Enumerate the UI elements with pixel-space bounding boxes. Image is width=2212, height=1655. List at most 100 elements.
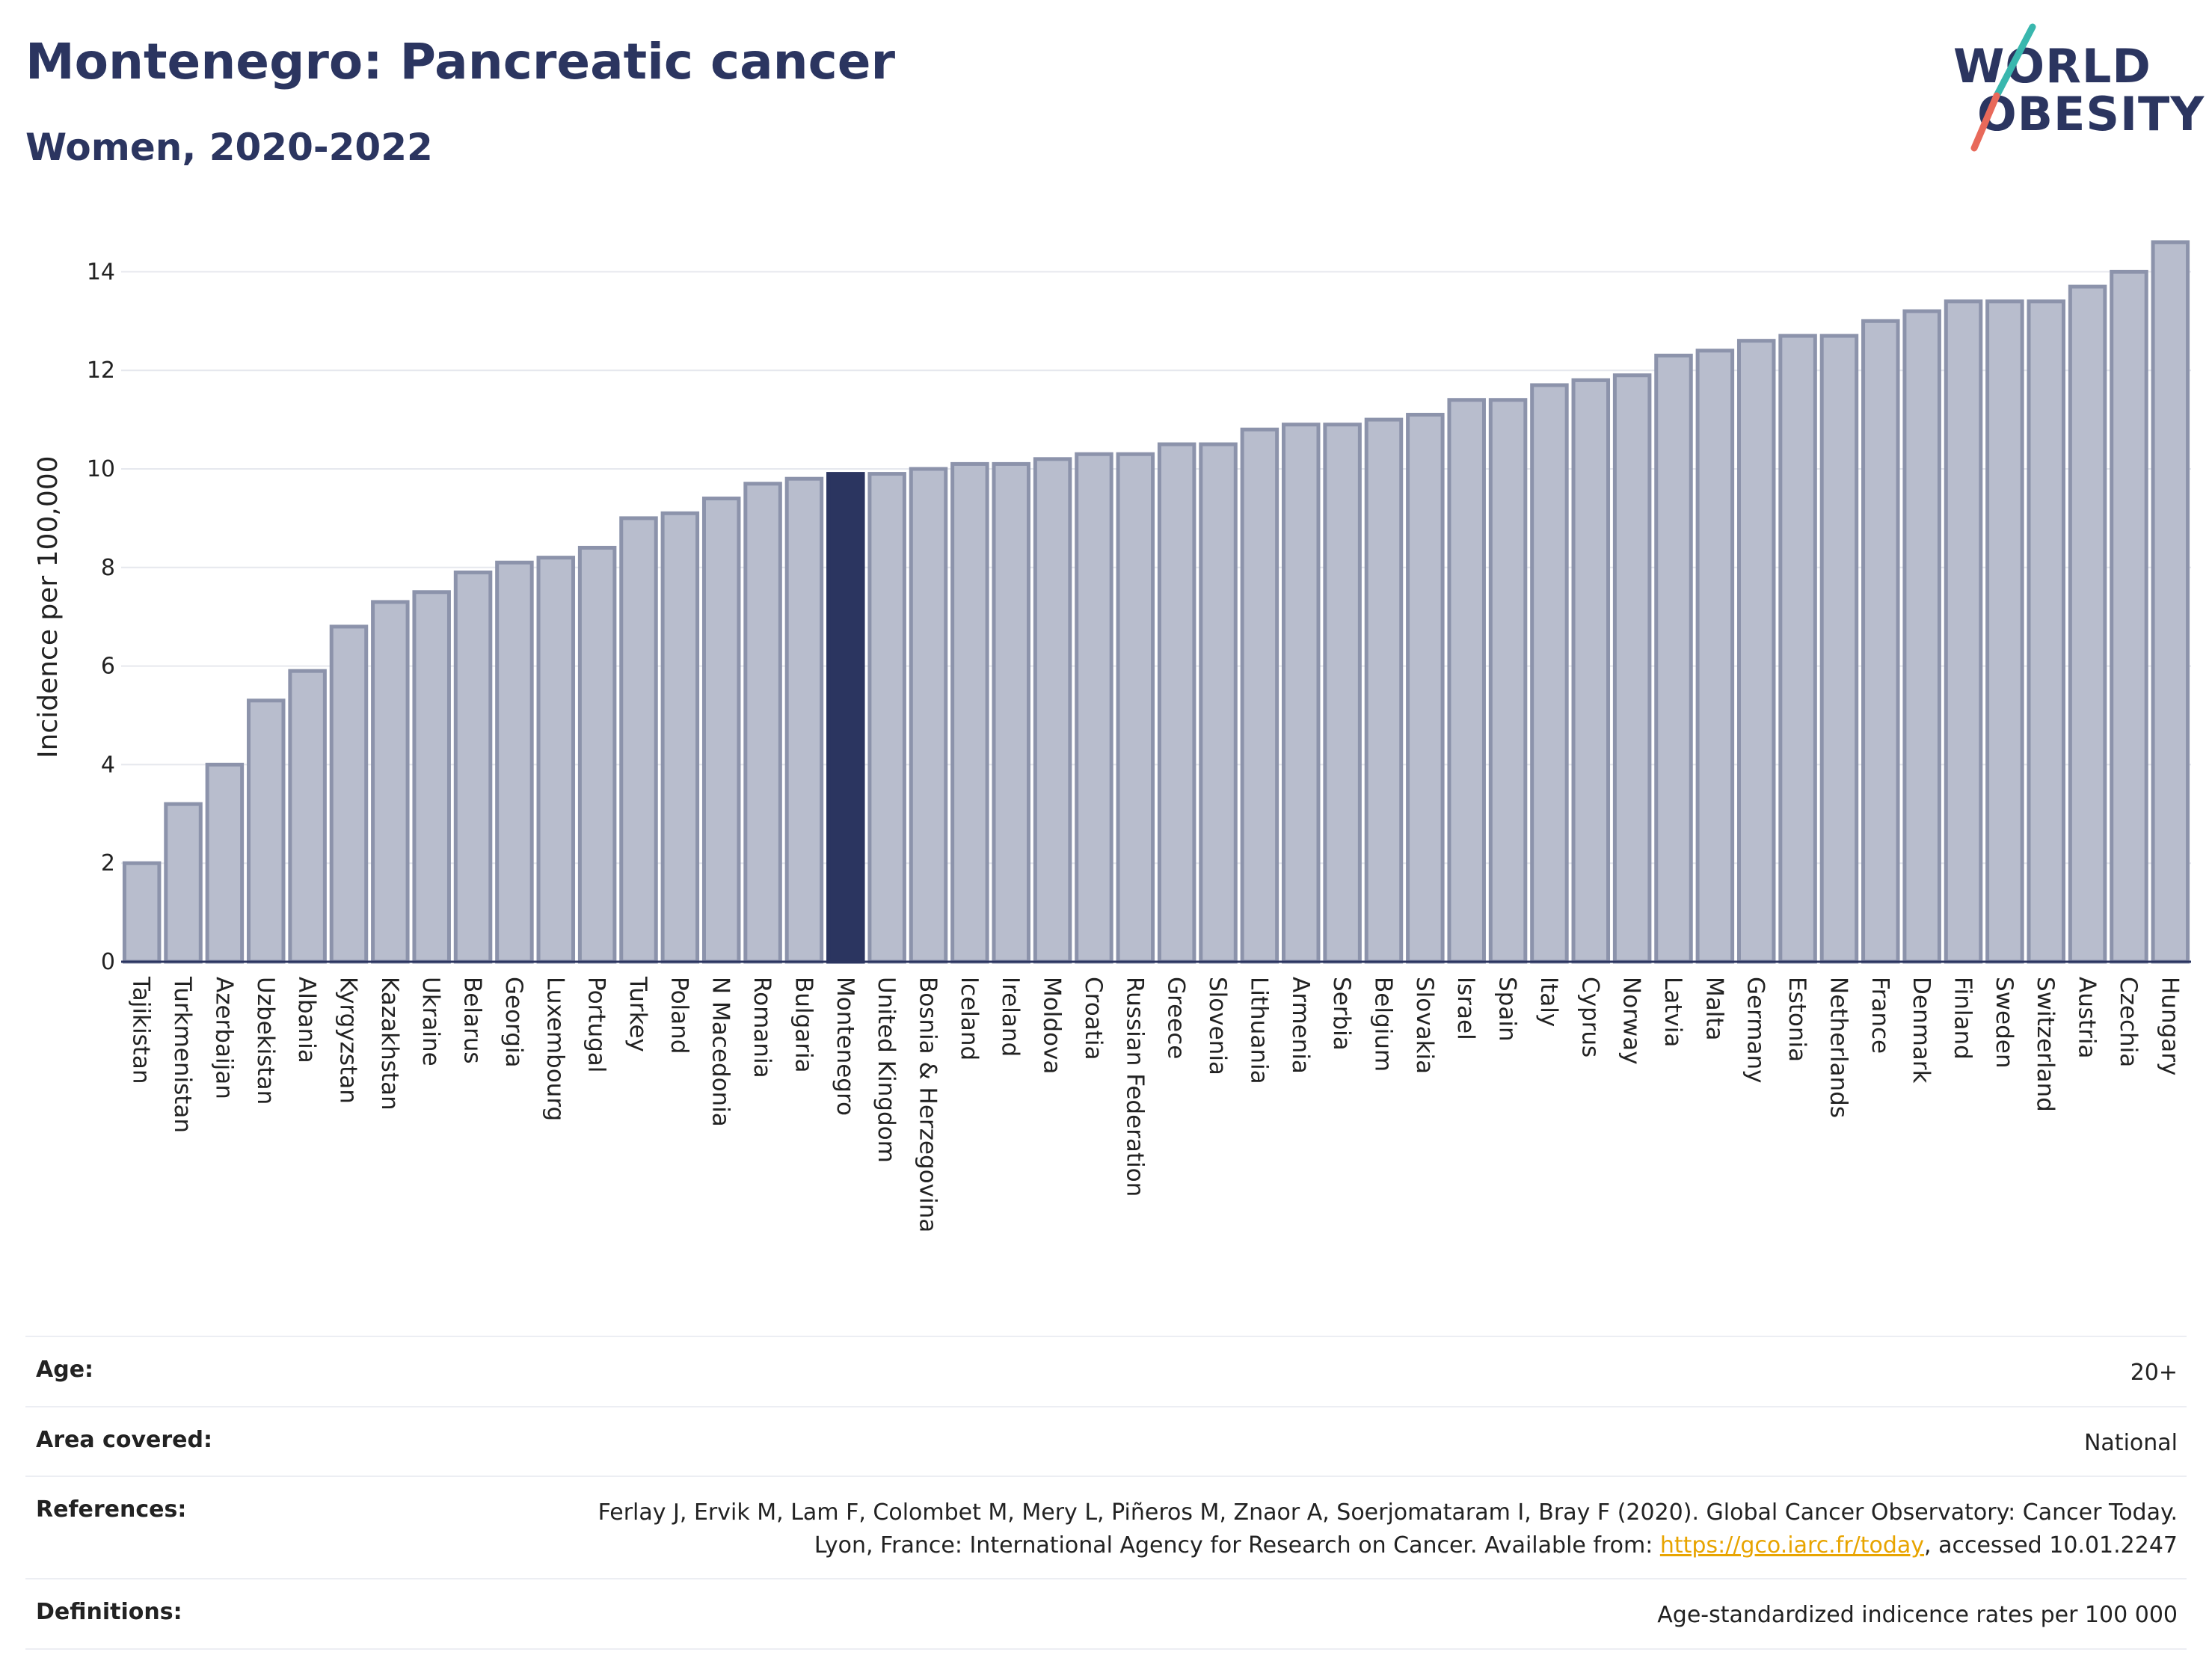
bar-germany (1736, 339, 1776, 964)
x-category-label: Spain (1494, 977, 1521, 1042)
x-category-label: Uzbekistan (252, 977, 279, 1105)
meta-key: Definitions: (36, 1599, 182, 1625)
meta-value: Age-standardized indicence rates per 100… (1657, 1602, 2178, 1628)
bar-uzbekistan (247, 698, 286, 964)
bar-kazakhstan (371, 600, 410, 964)
bar-chart: 0 2 4 6 8 10 12 14 Tajikistan Turkmenistan Azerba… (33, 240, 2191, 1232)
reference-link[interactable]: https://gco.iarc.fr/today (1659, 1532, 1925, 1559)
x-category-label: Kazakhstan (376, 977, 403, 1111)
x-category-label: Estonia (1784, 977, 1810, 1062)
x-category-label: Greece (1163, 977, 1190, 1059)
meta-row-area: Area covered: National (25, 1405, 2187, 1476)
bar-albania (288, 669, 327, 964)
bar-iceland (950, 461, 989, 964)
bar-ukraine (412, 590, 451, 964)
bar-n-macedonia (701, 497, 741, 964)
x-category-label: Norway (1618, 977, 1645, 1065)
x-category-label: Hungary (2156, 977, 2183, 1075)
bar-france (1861, 319, 1900, 964)
bar-israel (1447, 398, 1486, 964)
chart-title: Montenegro: Pancreatic cancer (25, 33, 896, 90)
x-category-label: Malta (1701, 977, 1727, 1041)
y-tick-label: 0 (101, 949, 115, 975)
bar-moldova (1033, 457, 1072, 964)
y-tick-label: 2 (101, 850, 115, 876)
y-tick-label: 10 (87, 456, 115, 482)
x-category-label: Montenegro (832, 977, 858, 1116)
bar-denmark (1902, 309, 1941, 964)
meta-row-references: References: Ferlay J, Ervik M, Lam F, Co… (25, 1476, 2187, 1578)
bars (122, 240, 2190, 964)
x-category-label: Turkey (624, 976, 651, 1052)
x-category-label: France (1867, 977, 1893, 1054)
bar-norway (1612, 373, 1652, 964)
meta-row-definitions: Definitions: Age-standardized indicence … (25, 1578, 2187, 1650)
x-category-label: Netherlands (1825, 977, 1852, 1118)
bar-ireland (992, 461, 1030, 964)
bar-turkmenistan (164, 802, 203, 964)
x-category-label: Belarus (459, 977, 486, 1064)
bar-romania (743, 482, 782, 964)
x-category-label: Turkmenistan (169, 976, 196, 1133)
x-category-label: Cyprus (1576, 977, 1603, 1057)
bar-latvia (1654, 353, 1693, 964)
x-category-label: Croatia (1080, 977, 1107, 1060)
x-category-label: Austria (2074, 977, 2101, 1059)
meta-key: Area covered: (36, 1426, 212, 1453)
bar-italy (1530, 383, 1569, 964)
x-category-label: Bosnia & Herzegovina (915, 977, 941, 1232)
y-tick-label: 14 (87, 259, 115, 285)
bar-slovenia (1199, 442, 1238, 964)
bar-georgia (495, 560, 534, 964)
x-category-label: Germany (1742, 977, 1769, 1083)
info-table: Age: 20+ Area covered: National Referenc… (25, 1336, 2187, 1650)
world-obesity-logo: WORLD OBESITY (1944, 21, 2204, 163)
meta-row-age: Age: 20+ (25, 1336, 2187, 1406)
bar-portugal (577, 545, 617, 964)
bar-finland (1944, 299, 1983, 964)
bar-czechia (2110, 269, 2148, 964)
bar-greece (1157, 442, 1196, 964)
meta-value: Ferlay J, Ervik M, Lam F, Colombet M, Me… (532, 1496, 2178, 1562)
bar-poland (660, 511, 700, 964)
x-category-label: Slovakia (1411, 977, 1438, 1074)
x-category-label: Tajikistan (128, 976, 155, 1084)
x-category-label: Poland (666, 977, 692, 1054)
y-tick-label: 4 (101, 752, 115, 778)
bar-tajikistan (122, 861, 162, 964)
logo-line-2: OBESITY (1977, 87, 2205, 141)
bar-belgium (1364, 417, 1404, 964)
x-category-label: Iceland (956, 977, 983, 1060)
meta-value: 20+ (2130, 1360, 2178, 1386)
x-category-label: Azerbaijan (210, 977, 237, 1099)
bar-montenegro (826, 472, 865, 964)
x-category-label: Kyrgyzstan (334, 977, 361, 1104)
y-axis-ticks: 0 2 4 6 8 10 12 14 (87, 259, 115, 975)
x-category-label: Czechia (2115, 977, 2142, 1067)
logo-slash-icon (1970, 23, 2036, 152)
x-category-label: Albania (293, 977, 320, 1063)
bar-austria (2068, 284, 2107, 964)
bar-kyrgyzstan (329, 624, 369, 964)
bar-bosnia-herzegovina (909, 467, 948, 964)
x-category-label: Lithuania (1245, 977, 1272, 1084)
bar-cyprus (1571, 378, 1611, 964)
y-tick-label: 12 (87, 357, 115, 384)
bar-sweden (1985, 299, 2024, 964)
x-category-label: Moldova (1039, 977, 1066, 1074)
x-category-label: Russian Federation (1121, 977, 1148, 1197)
x-category-label: Latvia (1659, 977, 1686, 1047)
meta-value: National (2083, 1429, 2178, 1456)
x-category-label: N Macedonia (707, 977, 734, 1127)
x-category-label: Romania (749, 977, 775, 1078)
bar-azerbaijan (205, 762, 245, 964)
bar-united-kingdom (867, 472, 906, 964)
x-category-label: Finland (1950, 977, 1976, 1060)
x-category-label: Belgium (1369, 977, 1396, 1072)
bar-russian-federation (1116, 452, 1155, 964)
x-category-label: Ireland (997, 977, 1024, 1057)
meta-key: References: (36, 1496, 187, 1523)
bar-serbia (1323, 423, 1362, 964)
reference-text: Ferlay J, Ervik M, Lam F, Colombet M, Me… (597, 1499, 2178, 1559)
y-tick-label: 6 (101, 654, 115, 680)
